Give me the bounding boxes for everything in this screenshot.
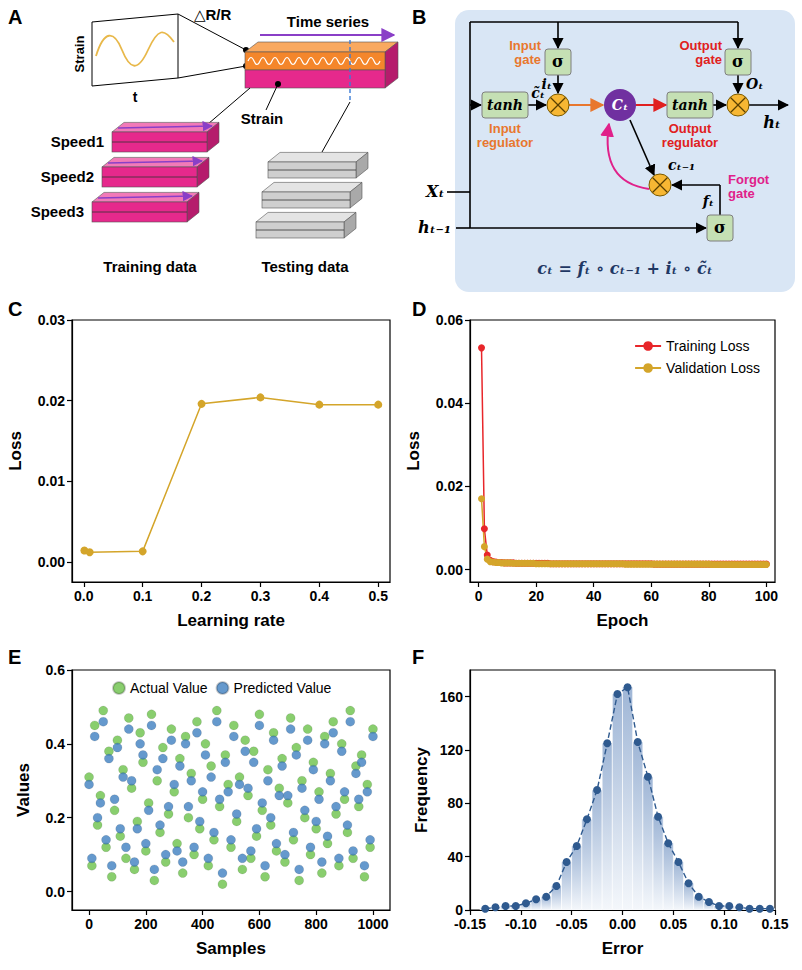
svg-text:0.03: 0.03 <box>38 312 65 328</box>
svg-text:80: 80 <box>447 795 463 811</box>
svg-text:0.4: 0.4 <box>310 588 330 604</box>
svg-text:Time series: Time series <box>287 13 369 30</box>
svg-text:100: 100 <box>755 588 779 604</box>
svg-text:120: 120 <box>440 742 464 758</box>
svg-text:Epoch: Epoch <box>597 611 649 630</box>
svg-text:D: D <box>412 298 426 320</box>
svg-text:A: A <box>8 6 22 28</box>
svg-text:0.00: 0.00 <box>436 562 463 578</box>
svg-text:regulator: regulator <box>662 135 718 150</box>
svg-text:20: 20 <box>528 588 544 604</box>
svg-text:Input: Input <box>509 38 541 53</box>
svg-text:σ: σ <box>714 218 726 237</box>
svg-text:0.05: 0.05 <box>660 916 687 932</box>
svg-text:0.15: 0.15 <box>761 916 788 932</box>
svg-text:0.5: 0.5 <box>368 588 388 604</box>
svg-text:F: F <box>412 646 424 668</box>
svg-text:0: 0 <box>475 588 483 604</box>
svg-text:Speed1: Speed1 <box>51 133 104 150</box>
svg-text:160: 160 <box>440 689 464 705</box>
svg-text:Values: Values <box>14 763 33 817</box>
svg-text:Frequency: Frequency <box>412 746 431 833</box>
svg-text:gate: gate <box>514 52 541 67</box>
svg-text:0.4: 0.4 <box>46 736 66 752</box>
svg-text:-0.15: -0.15 <box>454 916 486 932</box>
svg-text:B: B <box>412 6 426 28</box>
svg-text:C: C <box>8 298 22 320</box>
svg-text:0.02: 0.02 <box>436 478 463 494</box>
svg-text:-0.10: -0.10 <box>505 916 537 932</box>
svg-text:△R/R: △R/R <box>194 6 232 23</box>
svg-text:hₜ: hₜ <box>763 113 781 132</box>
svg-text:Forgot: Forgot <box>728 172 770 187</box>
svg-text:Xₜ: Xₜ <box>425 182 444 201</box>
svg-text:gate: gate <box>695 52 722 67</box>
svg-text:0.6: 0.6 <box>46 662 66 678</box>
svg-text:1000: 1000 <box>357 916 388 932</box>
svg-text:800: 800 <box>304 916 328 932</box>
svg-text:Strain: Strain <box>72 36 87 73</box>
svg-text:0.10: 0.10 <box>711 916 738 932</box>
svg-text:gate: gate <box>728 186 755 201</box>
svg-text:Training Loss: Training Loss <box>666 338 750 354</box>
svg-text:Strain: Strain <box>241 110 284 127</box>
svg-text:0.02: 0.02 <box>38 393 65 409</box>
svg-text:60: 60 <box>643 588 659 604</box>
svg-text:Loss: Loss <box>404 431 423 471</box>
svg-text:0.00: 0.00 <box>609 916 636 932</box>
svg-text:Validation Loss: Validation Loss <box>666 360 760 376</box>
svg-text:-0.05: -0.05 <box>556 916 588 932</box>
svg-text:0.0: 0.0 <box>46 884 66 900</box>
svg-text:400: 400 <box>191 916 215 932</box>
svg-text:Testing data: Testing data <box>261 258 349 275</box>
svg-text:0.2: 0.2 <box>192 588 212 604</box>
svg-text:0.0: 0.0 <box>74 588 94 604</box>
svg-text:Samples: Samples <box>196 939 266 958</box>
svg-text:80: 80 <box>701 588 717 604</box>
svg-text:fₜ: fₜ <box>702 193 714 209</box>
svg-text:Predicted Value: Predicted Value <box>234 680 332 696</box>
svg-text:40: 40 <box>586 588 602 604</box>
svg-text:iₜ: iₜ <box>541 76 552 92</box>
svg-text:σ: σ <box>552 52 564 71</box>
svg-text:regulator: regulator <box>477 135 533 150</box>
svg-text:Learning rate: Learning rate <box>177 611 285 630</box>
svg-text:0.2: 0.2 <box>46 810 66 826</box>
svg-text:Speed3: Speed3 <box>31 203 84 220</box>
svg-text:Output: Output <box>669 121 712 136</box>
svg-text:Error: Error <box>602 939 644 958</box>
svg-text:cₜ₋₁: cₜ₋₁ <box>668 157 695 173</box>
svg-text:0.1: 0.1 <box>133 588 153 604</box>
svg-text:hₜ₋₁: hₜ₋₁ <box>418 218 451 237</box>
svg-text:tanh: tanh <box>487 97 523 113</box>
svg-text:t: t <box>133 89 138 105</box>
svg-text:0.3: 0.3 <box>251 588 271 604</box>
svg-text:Loss: Loss <box>6 431 25 471</box>
svg-text:0.04: 0.04 <box>436 395 463 411</box>
svg-text:c̃ₜ: c̃ₜ <box>531 85 545 101</box>
svg-text:Input: Input <box>489 121 521 136</box>
svg-text:0.00: 0.00 <box>38 554 65 570</box>
svg-text:0: 0 <box>85 916 93 932</box>
svg-text:Actual Value: Actual Value <box>130 680 208 696</box>
svg-text:tanh: tanh <box>672 97 708 113</box>
svg-text:0.01: 0.01 <box>38 473 65 489</box>
svg-text:cₜ = fₜ ∘ cₜ₋₁ + iₜ ∘ c̃ₜ: cₜ = fₜ ∘ cₜ₋₁ + iₜ ∘ c̃ₜ <box>537 259 712 278</box>
svg-text:Cₜ: Cₜ <box>612 97 628 113</box>
svg-text:Training data: Training data <box>103 258 197 275</box>
svg-text:40: 40 <box>447 849 463 865</box>
svg-text:σ: σ <box>732 52 744 71</box>
svg-text:0.06: 0.06 <box>436 312 463 328</box>
svg-text:600: 600 <box>248 916 272 932</box>
svg-text:0: 0 <box>455 902 463 918</box>
svg-text:Output: Output <box>679 38 722 53</box>
svg-text:Speed2: Speed2 <box>41 168 94 185</box>
svg-text:E: E <box>8 646 21 668</box>
svg-text:Oₜ: Oₜ <box>746 76 763 92</box>
svg-text:200: 200 <box>134 916 158 932</box>
